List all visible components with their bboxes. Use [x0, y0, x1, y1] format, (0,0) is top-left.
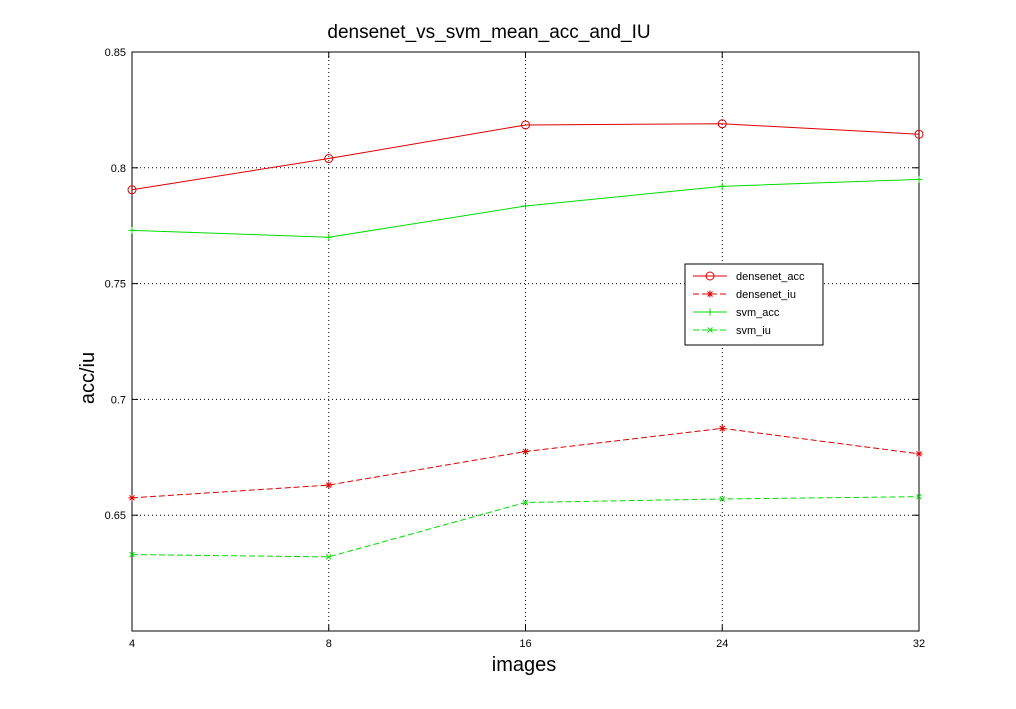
- y-tick-label: 0.8: [111, 163, 126, 175]
- x-tick-label: 8: [326, 638, 332, 650]
- legend: densenet_acc densenet_iu svm_acc svm_iu: [684, 263, 824, 346]
- grid: [132, 52, 919, 631]
- y-tick-label: 0.65: [105, 510, 126, 522]
- series-group: [127, 119, 924, 560]
- legend-marker-densenet_acc: [705, 271, 715, 281]
- data-point-densenet_iu: [522, 448, 529, 456]
- data-point-svm_iu: [916, 493, 922, 500]
- x-tick-label: 16: [519, 638, 531, 650]
- data-point-svm_acc: [522, 202, 529, 210]
- series-line-densenet_acc: [131, 123, 920, 191]
- x-axis-label: images: [492, 654, 556, 676]
- data-point-svm_acc: [325, 233, 333, 241]
- legend-label: svm_iu: [736, 325, 771, 337]
- data-point-svm_acc: [915, 175, 923, 183]
- series-line-svm_iu: [131, 496, 920, 558]
- legend-marker-svm_iu: [707, 327, 713, 333]
- data-point-svm_iu: [325, 554, 332, 560]
- x-tick-label: 32: [913, 638, 925, 650]
- data-point-densenet_acc: [127, 185, 137, 195]
- data-point-svm_iu: [719, 496, 726, 502]
- chart-title: densenet_vs_svm_mean_acc_and_IU: [327, 22, 650, 43]
- y-tick-label: 0.75: [105, 279, 126, 291]
- legend-marker-svm_acc: [706, 308, 714, 316]
- y-axis-label: acc/iu: [77, 352, 99, 404]
- x-tick-label: 4: [129, 638, 135, 650]
- data-point-svm_acc: [128, 226, 136, 234]
- y-tick-label: 0.85: [105, 47, 126, 59]
- legend-label: svm_acc: [736, 307, 780, 319]
- series-line-densenet_iu: [131, 427, 920, 499]
- y-tick-label: 0.7: [111, 394, 126, 406]
- data-point-densenet_acc: [324, 154, 334, 164]
- x-tick-label: 24: [716, 638, 728, 650]
- data-point-densenet_acc: [914, 129, 924, 139]
- data-point-densenet_acc: [521, 120, 530, 130]
- data-point-densenet_iu: [718, 424, 726, 432]
- x-axis: 4 8 16 24 32: [129, 52, 925, 650]
- data-point-svm_acc: [718, 182, 726, 190]
- data-point-densenet_iu: [325, 481, 333, 489]
- data-point-densenet_iu: [128, 494, 136, 502]
- data-point-densenet_iu: [915, 450, 923, 458]
- legend-label: densenet_iu: [736, 289, 796, 301]
- data-point-svm_iu: [522, 499, 529, 506]
- legend-label: densenet_acc: [736, 271, 805, 283]
- data-point-densenet_acc: [717, 119, 727, 129]
- y-axis: 0.65 0.7 0.75 0.8 0.85: [105, 47, 919, 522]
- legend-marker-densenet_iu: [706, 290, 714, 298]
- data-point-svm_iu: [129, 551, 135, 558]
